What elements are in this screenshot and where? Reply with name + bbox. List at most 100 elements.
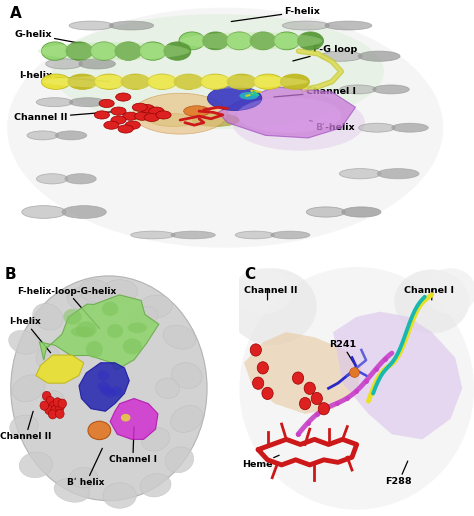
Ellipse shape xyxy=(79,280,112,303)
Text: R241: R241 xyxy=(329,341,356,363)
Ellipse shape xyxy=(43,74,308,89)
Circle shape xyxy=(123,112,138,120)
Ellipse shape xyxy=(183,106,210,117)
Ellipse shape xyxy=(94,74,124,89)
Text: Channel II: Channel II xyxy=(244,286,298,295)
Polygon shape xyxy=(244,332,361,414)
Polygon shape xyxy=(36,355,84,383)
Ellipse shape xyxy=(9,415,38,438)
Ellipse shape xyxy=(274,32,300,50)
Circle shape xyxy=(132,103,147,111)
Ellipse shape xyxy=(11,276,207,501)
Circle shape xyxy=(42,391,51,400)
Circle shape xyxy=(135,112,150,120)
Ellipse shape xyxy=(88,421,111,440)
Circle shape xyxy=(304,382,315,394)
Ellipse shape xyxy=(12,375,45,402)
Polygon shape xyxy=(110,398,158,440)
Ellipse shape xyxy=(69,467,98,488)
Ellipse shape xyxy=(254,74,283,89)
Ellipse shape xyxy=(41,74,71,89)
Text: Channel II: Channel II xyxy=(0,411,51,441)
Ellipse shape xyxy=(140,474,171,497)
Ellipse shape xyxy=(228,268,317,345)
Text: F-G loop: F-G loop xyxy=(293,45,357,61)
Ellipse shape xyxy=(280,74,310,89)
Ellipse shape xyxy=(36,98,73,107)
Ellipse shape xyxy=(339,169,381,179)
Text: B: B xyxy=(5,267,17,282)
Ellipse shape xyxy=(139,295,173,318)
Ellipse shape xyxy=(306,207,346,217)
Ellipse shape xyxy=(232,94,365,151)
Circle shape xyxy=(99,100,114,107)
Polygon shape xyxy=(333,312,462,440)
Circle shape xyxy=(53,398,62,407)
Circle shape xyxy=(318,402,329,415)
Ellipse shape xyxy=(298,32,324,50)
Ellipse shape xyxy=(147,74,177,89)
Ellipse shape xyxy=(128,322,147,333)
Ellipse shape xyxy=(121,414,130,422)
Ellipse shape xyxy=(69,21,113,30)
Ellipse shape xyxy=(79,59,115,69)
Ellipse shape xyxy=(131,231,175,239)
Circle shape xyxy=(144,114,159,122)
Ellipse shape xyxy=(201,74,230,89)
Ellipse shape xyxy=(97,370,109,380)
Ellipse shape xyxy=(171,363,202,389)
Ellipse shape xyxy=(174,74,203,89)
Circle shape xyxy=(111,107,126,115)
Ellipse shape xyxy=(9,330,39,354)
Circle shape xyxy=(51,406,59,414)
Ellipse shape xyxy=(65,174,96,184)
Ellipse shape xyxy=(33,303,63,330)
Ellipse shape xyxy=(19,452,53,478)
Ellipse shape xyxy=(69,98,106,107)
Text: Channel I: Channel I xyxy=(274,87,356,97)
Ellipse shape xyxy=(27,131,58,140)
Ellipse shape xyxy=(235,231,274,239)
Ellipse shape xyxy=(41,42,68,60)
Text: Channel I: Channel I xyxy=(403,286,454,295)
Ellipse shape xyxy=(111,386,123,396)
Ellipse shape xyxy=(133,93,228,134)
Polygon shape xyxy=(39,295,159,370)
Ellipse shape xyxy=(227,32,252,50)
Circle shape xyxy=(300,397,310,410)
Ellipse shape xyxy=(394,269,469,333)
Text: I-helix: I-helix xyxy=(9,317,51,353)
Text: F288: F288 xyxy=(386,461,412,486)
Ellipse shape xyxy=(68,74,97,89)
Ellipse shape xyxy=(179,32,205,50)
Ellipse shape xyxy=(115,42,142,60)
Ellipse shape xyxy=(325,21,372,30)
Ellipse shape xyxy=(129,307,158,327)
Ellipse shape xyxy=(100,385,112,395)
Circle shape xyxy=(55,403,64,412)
Ellipse shape xyxy=(237,97,341,133)
Ellipse shape xyxy=(165,447,194,473)
Ellipse shape xyxy=(107,324,123,338)
Ellipse shape xyxy=(192,114,239,126)
Circle shape xyxy=(48,410,57,419)
Circle shape xyxy=(94,111,109,119)
Circle shape xyxy=(292,372,304,384)
Ellipse shape xyxy=(282,21,329,30)
Ellipse shape xyxy=(66,42,93,60)
Ellipse shape xyxy=(102,280,137,303)
Circle shape xyxy=(125,121,140,129)
Ellipse shape xyxy=(164,42,191,60)
Ellipse shape xyxy=(155,378,180,398)
Ellipse shape xyxy=(76,321,97,338)
Ellipse shape xyxy=(123,338,142,354)
Circle shape xyxy=(55,409,64,418)
Ellipse shape xyxy=(139,42,166,60)
Ellipse shape xyxy=(121,74,150,89)
Ellipse shape xyxy=(203,32,228,50)
Text: F-helix-loop-G-helix: F-helix-loop-G-helix xyxy=(18,287,117,329)
Ellipse shape xyxy=(163,325,196,349)
Ellipse shape xyxy=(22,205,66,218)
Ellipse shape xyxy=(36,346,60,369)
Circle shape xyxy=(116,93,131,101)
